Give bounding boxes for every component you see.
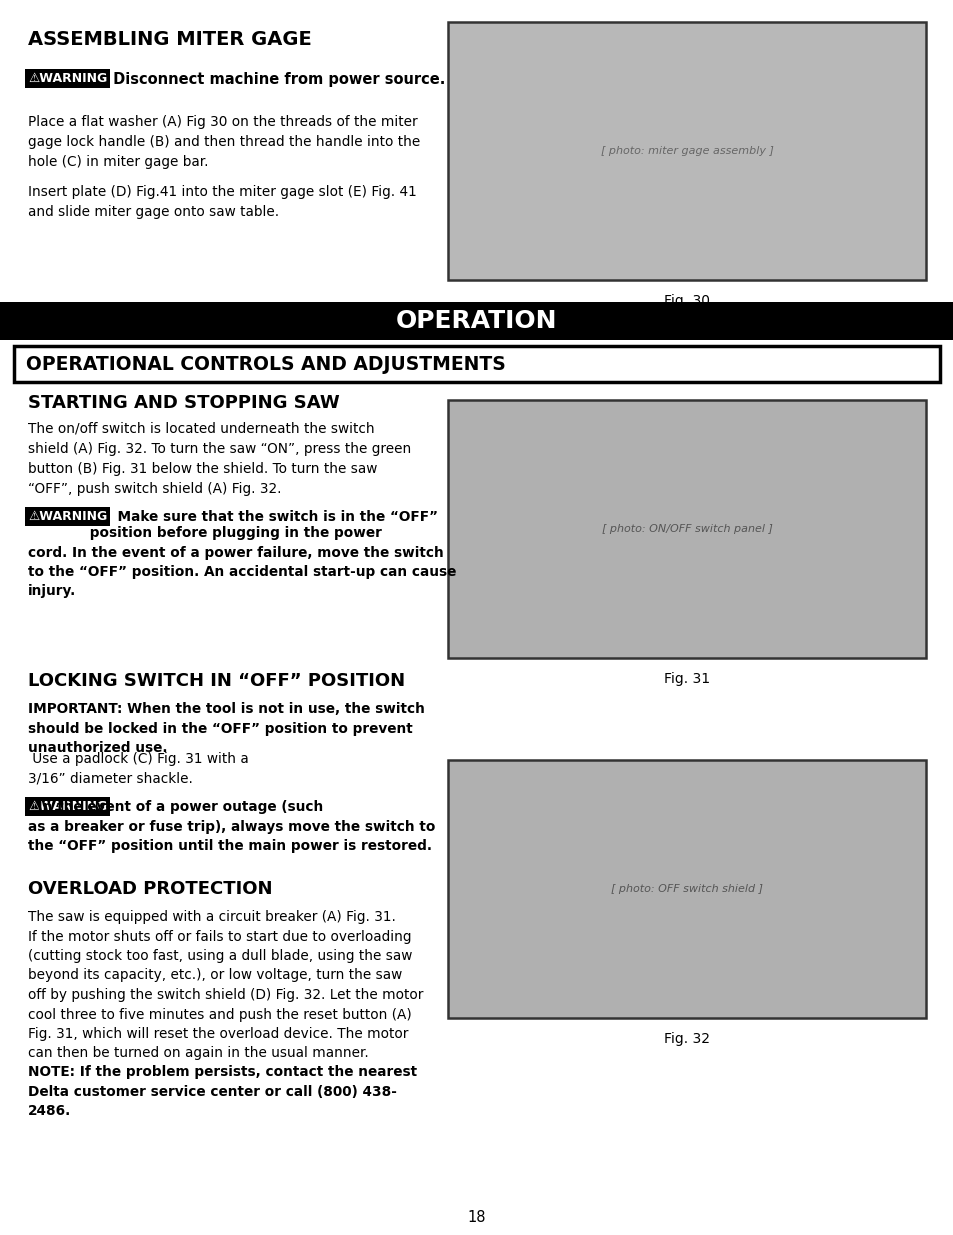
Bar (448, 400, 925, 658)
Text: Fig. 32: Fig. 32 (663, 1032, 709, 1046)
Text: OVERLOAD PROTECTION: OVERLOAD PROTECTION (28, 881, 273, 898)
Bar (14, 346, 939, 382)
Text: Use a padlock (C) Fig. 31 with a
3/16” diameter shackle.: Use a padlock (C) Fig. 31 with a 3/16” d… (28, 752, 249, 785)
Text: OPERATION: OPERATION (395, 309, 558, 333)
Text: STARTING AND STOPPING SAW: STARTING AND STOPPING SAW (28, 394, 339, 412)
Text: The on/off switch is located underneath the switch
shield (A) Fig. 32. To turn t: The on/off switch is located underneath … (28, 422, 411, 496)
Text: In the event of a power outage (such
as a breaker or fuse trip), always move the: In the event of a power outage (such as … (28, 800, 435, 853)
Text: ASSEMBLING MITER GAGE: ASSEMBLING MITER GAGE (28, 30, 312, 49)
Text: [ photo: ON/OFF switch panel ]: [ photo: ON/OFF switch panel ] (601, 524, 772, 534)
Text: Fig. 30: Fig. 30 (663, 294, 709, 308)
Text: Insert plate (D) Fig.41 into the miter gage slot (E) Fig. 41
and slide miter gag: Insert plate (D) Fig.41 into the miter g… (28, 185, 416, 219)
Text: NOTE: If the problem persists, contact the nearest
Delta customer service center: NOTE: If the problem persists, contact t… (28, 1065, 416, 1118)
Text: ⚠WARNING: ⚠WARNING (28, 510, 107, 522)
Bar (448, 22, 925, 280)
Text: [ photo: OFF switch shield ]: [ photo: OFF switch shield ] (610, 884, 762, 894)
Text: Make sure that the switch is in the “OFF”: Make sure that the switch is in the “OFF… (108, 510, 437, 524)
Text: The saw is equipped with a circuit breaker (A) Fig. 31.
If the motor shuts off o: The saw is equipped with a circuit break… (28, 910, 423, 1061)
Bar (448, 760, 925, 1018)
Text: Disconnect machine from power source.: Disconnect machine from power source. (108, 72, 445, 86)
Text: [ photo: miter gage assembly ]: [ photo: miter gage assembly ] (600, 146, 773, 156)
Text: Place a flat washer (A) Fig 30 on the threads of the miter
gage lock handle (B) : Place a flat washer (A) Fig 30 on the th… (28, 115, 420, 169)
Text: ⚠WARNING: ⚠WARNING (28, 800, 107, 813)
Text: position before plugging in the power
cord. In the event of a power failure, mov: position before plugging in the power co… (28, 526, 456, 599)
Text: ⚠WARNING: ⚠WARNING (28, 72, 107, 85)
Bar (0, 303, 953, 340)
Text: IMPORTANT: When the tool is not in use, the switch
should be locked in the “OFF”: IMPORTANT: When the tool is not in use, … (28, 701, 424, 755)
Text: LOCKING SWITCH IN “OFF” POSITION: LOCKING SWITCH IN “OFF” POSITION (28, 672, 405, 690)
Text: 18: 18 (467, 1210, 486, 1225)
Text: Fig. 31: Fig. 31 (663, 672, 709, 685)
Text: OPERATIONAL CONTROLS AND ADJUSTMENTS: OPERATIONAL CONTROLS AND ADJUSTMENTS (26, 354, 505, 373)
